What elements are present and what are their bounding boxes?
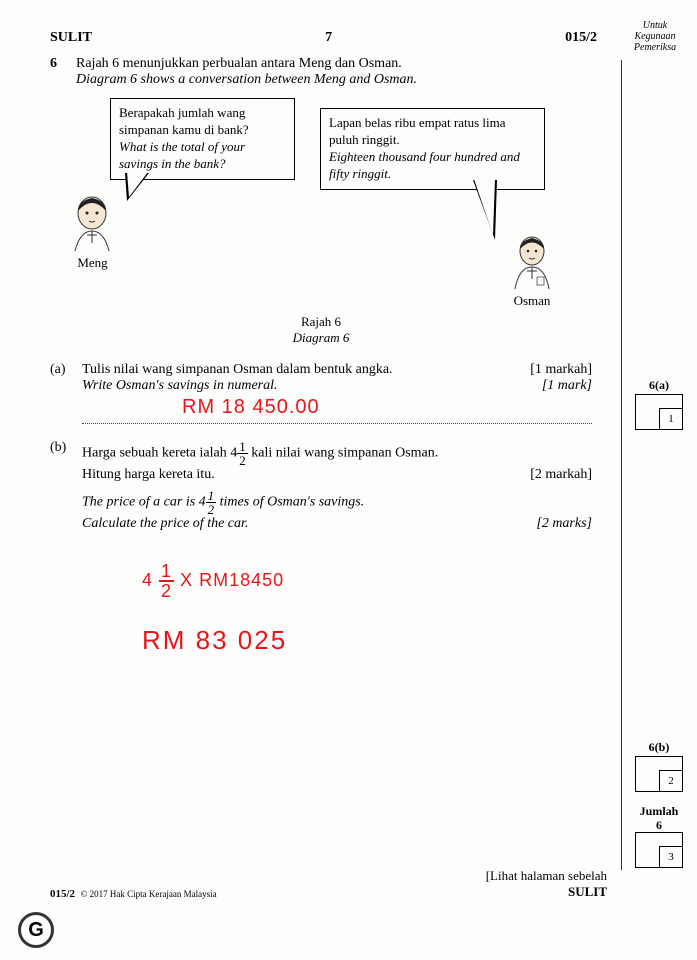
- working-line: 4 12 X RM18450: [142, 562, 592, 600]
- examiner-l2: Kegunaan: [634, 31, 675, 42]
- fraction-icon: 12: [237, 440, 248, 467]
- part-a-line1: Tulis nilai wang simpanan Osman dalam be…: [82, 362, 592, 378]
- score-box-b: 2: [635, 756, 683, 792]
- score-val-a: 1: [659, 408, 683, 430]
- examiner-l1: Untuk: [643, 20, 667, 31]
- caption-en: Diagram 6: [293, 330, 350, 345]
- logo-icon: G: [18, 912, 54, 948]
- score-label-a: 6(a): [635, 378, 683, 393]
- frac-den: 2: [237, 454, 248, 467]
- page-header: SULIT 7 015/2: [50, 30, 677, 46]
- frac-num: 1: [237, 440, 248, 454]
- total-label: Jumlah: [635, 804, 683, 819]
- header-right: 015/2: [565, 30, 597, 46]
- bubble2-en: Eighteen thousand four hundred and fifty…: [329, 149, 520, 181]
- bubble-tail-2: [473, 180, 497, 240]
- part-b-en2: Calculate the price of the car.: [82, 516, 248, 532]
- part-a-marks-en: [1 mark]: [534, 378, 592, 394]
- part-b-en2-row: Calculate the price of the car. [2 marks…: [82, 516, 592, 532]
- meng-label: Meng: [77, 255, 107, 270]
- b-ms-pre: Harga sebuah kereta ialah: [82, 446, 230, 461]
- score-label-b: 6(b): [635, 740, 683, 755]
- question-row: 6 Rajah 6 menunjukkan perbualan antara M…: [50, 56, 592, 88]
- examiner-note: Untuk Kegunaan Pemeriksa: [625, 20, 685, 53]
- b-whole: 4: [230, 446, 237, 461]
- margin-line: [621, 60, 622, 870]
- speech-bubble-meng: Berapakah jumlah wang simpanan kamu di b…: [110, 98, 295, 180]
- part-a-marks-ms: [1 markah]: [522, 362, 592, 378]
- frac-den2: 2: [206, 503, 217, 516]
- speech-bubble-osman: Lapan belas ribu empat ratus lima puluh …: [320, 108, 545, 190]
- osman-avatar-icon: [507, 233, 557, 291]
- b-en-pre: The price of a car is: [82, 495, 199, 510]
- part-a-en: Write Osman's savings in numeral.: [82, 378, 278, 394]
- diagram-area: Berapakah jumlah wang simpanan kamu di b…: [50, 98, 592, 318]
- bubble-tail-1: [125, 173, 149, 201]
- part-b-marks-en: [2 marks]: [528, 516, 592, 532]
- part-a: (a) Tulis nilai wang simpanan Osman dala…: [50, 362, 592, 424]
- examiner-l3: Pemeriksa: [634, 42, 676, 53]
- header-center: 7: [325, 30, 332, 46]
- answer-line-a: RM 18 450.00: [82, 396, 592, 424]
- frac-num2: 1: [206, 489, 217, 503]
- b-ms-post: kali nilai wang simpanan Osman.: [251, 446, 438, 461]
- part-b-en1: The price of a car is 412 times of Osman…: [82, 489, 592, 516]
- b-whole-en: 4: [199, 495, 206, 510]
- score-box-total: 3: [635, 832, 683, 868]
- b-en-post: times of Osman's savings.: [220, 495, 365, 510]
- answer-b: RM 83 025: [142, 625, 592, 656]
- w-whole: 4: [142, 570, 153, 590]
- part-a-ms: Tulis nilai wang simpanan Osman dalam be…: [82, 362, 393, 378]
- turn-page: [Lihat halaman sebelah: [486, 868, 607, 883]
- red-fraction-icon: 12: [159, 562, 174, 600]
- exam-page: Untuk Kegunaan Pemeriksa SULIT 7 015/2 6…: [0, 0, 697, 960]
- part-a-label: (a): [50, 362, 72, 424]
- question-en: Diagram 6 shows a conversation between M…: [76, 72, 592, 88]
- bubble1-ms: Berapakah jumlah wang simpanan kamu di b…: [119, 105, 249, 137]
- footer-code: 015/2: [50, 888, 75, 900]
- part-a-body: Tulis nilai wang simpanan Osman dalam be…: [82, 362, 592, 424]
- bubble2-ms: Lapan belas ribu empat ratus lima puluh …: [329, 115, 506, 147]
- total-num: 6: [635, 818, 683, 833]
- part-a-line2: Write Osman's savings in numeral. [1 mar…: [82, 378, 592, 394]
- part-b: (b) Harga sebuah kereta ialah 412 kali n…: [50, 440, 592, 656]
- score-box-a: 1: [635, 394, 683, 430]
- score-val-total: 3: [659, 846, 683, 868]
- header-left: SULIT: [50, 30, 92, 46]
- footer-left: 015/2 © 2017 Hak Cipta Kerajaan Malaysia: [50, 888, 607, 900]
- diagram-caption: Rajah 6 Diagram 6: [50, 314, 592, 346]
- question-ms: Rajah 6 menunjukkan perbualan antara Men…: [76, 56, 592, 72]
- part-b-ms1: Harga sebuah kereta ialah 412 kali nilai…: [82, 440, 592, 467]
- w-den: 2: [159, 582, 174, 600]
- question-text: Rajah 6 menunjukkan perbualan antara Men…: [76, 56, 592, 88]
- w-num: 1: [159, 562, 174, 582]
- content-area: 6 Rajah 6 menunjukkan perbualan antara M…: [50, 56, 677, 656]
- working-rest: X RM18450: [180, 570, 284, 590]
- fraction-icon-2: 12: [206, 489, 217, 516]
- score-val-b: 2: [659, 770, 683, 792]
- part-b-ms2-row: Hitung harga kereta itu. [2 markah]: [82, 467, 592, 483]
- bubble1-en: What is the total of your savings in the…: [119, 139, 245, 171]
- person-osman: Osman: [507, 233, 557, 309]
- part-b-marks-ms: [2 markah]: [522, 467, 592, 483]
- part-b-body: Harga sebuah kereta ialah 412 kali nilai…: [82, 440, 592, 656]
- part-b-ms2: Hitung harga kereta itu.: [82, 467, 215, 483]
- meng-avatar-icon: [65, 193, 120, 253]
- osman-label: Osman: [514, 293, 551, 308]
- person-meng: Meng: [65, 193, 120, 271]
- footer-copy: © 2017 Hak Cipta Kerajaan Malaysia: [81, 889, 217, 899]
- question-number: 6: [50, 56, 64, 88]
- part-b-label: (b): [50, 440, 72, 656]
- answer-a: RM 18 450.00: [182, 396, 320, 419]
